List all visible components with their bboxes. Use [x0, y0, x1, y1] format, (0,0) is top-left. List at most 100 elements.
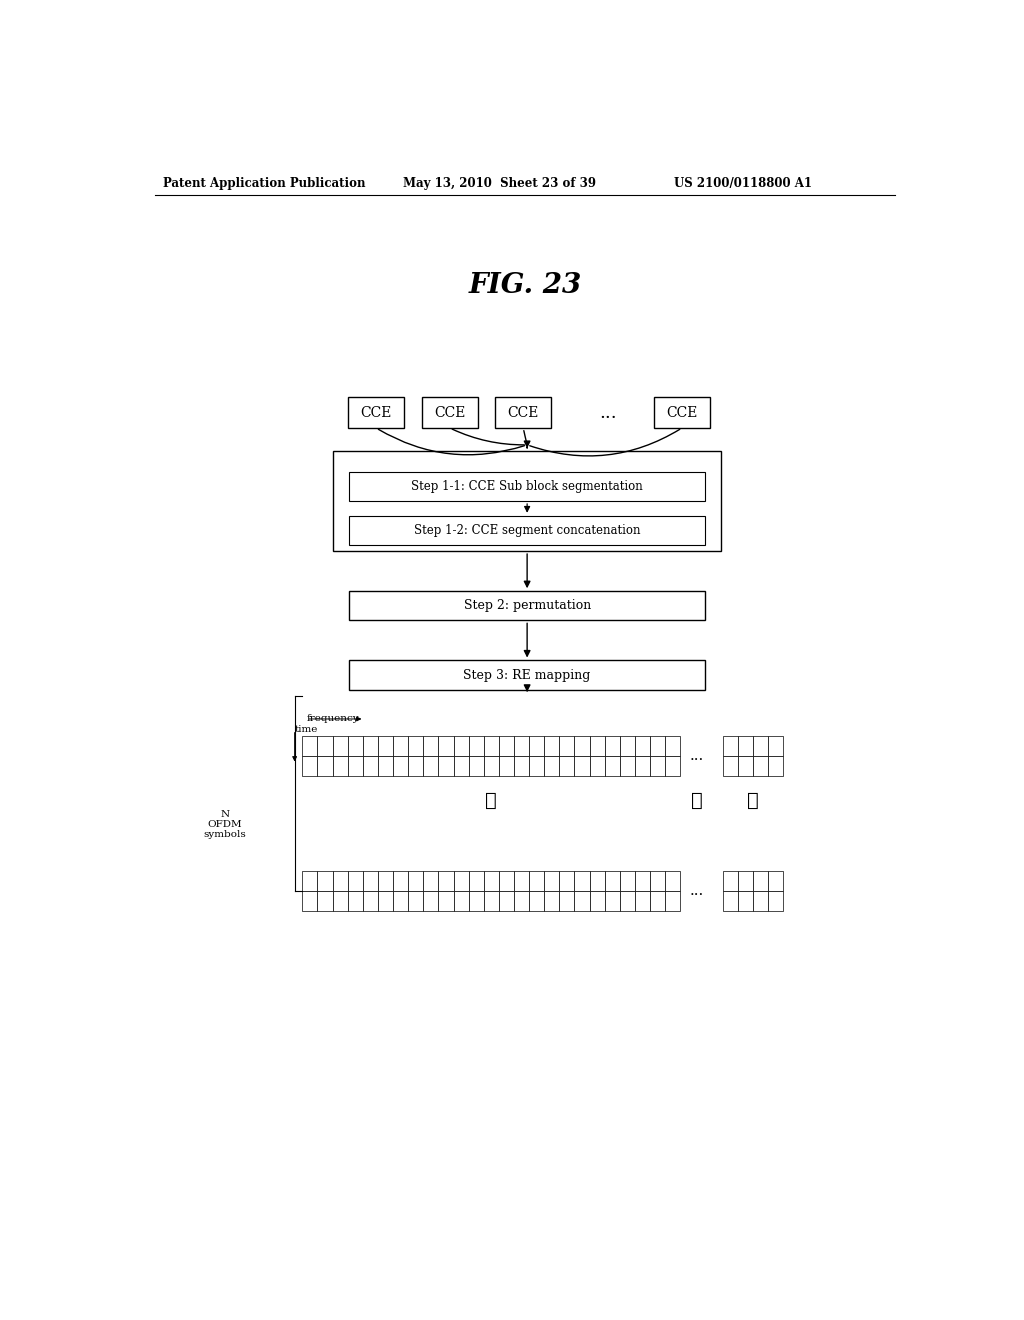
Bar: [604, 871, 620, 891]
Bar: [348, 737, 362, 756]
Bar: [317, 871, 333, 891]
Bar: [514, 871, 529, 891]
Text: N
OFDM
symbols: N OFDM symbols: [204, 809, 246, 840]
Bar: [768, 871, 783, 891]
Bar: [514, 737, 529, 756]
Bar: [738, 737, 753, 756]
Bar: [604, 756, 620, 776]
Bar: [333, 871, 348, 891]
Bar: [393, 737, 409, 756]
Bar: [544, 871, 559, 891]
Bar: [469, 756, 483, 776]
Bar: [514, 756, 529, 776]
Bar: [650, 871, 665, 891]
Bar: [423, 756, 438, 776]
Bar: [302, 756, 317, 776]
Bar: [738, 871, 753, 891]
Text: Step 1-2: CCE segment concatenation: Step 1-2: CCE segment concatenation: [414, 524, 640, 537]
Bar: [333, 891, 348, 911]
Text: ...: ...: [600, 404, 617, 421]
Bar: [334, 451, 721, 552]
Bar: [665, 871, 680, 891]
Bar: [348, 871, 362, 891]
Bar: [349, 591, 706, 620]
Bar: [559, 756, 574, 776]
Bar: [529, 871, 544, 891]
Bar: [544, 891, 559, 911]
Bar: [723, 737, 738, 756]
Bar: [635, 737, 650, 756]
Bar: [302, 871, 317, 891]
Bar: [753, 756, 768, 776]
Bar: [723, 871, 738, 891]
Bar: [483, 871, 499, 891]
Bar: [438, 756, 454, 776]
Bar: [348, 891, 362, 911]
Bar: [499, 871, 514, 891]
Bar: [738, 756, 753, 776]
Bar: [574, 871, 590, 891]
Bar: [574, 891, 590, 911]
Bar: [559, 891, 574, 911]
Bar: [514, 891, 529, 911]
Bar: [590, 737, 604, 756]
Bar: [378, 871, 393, 891]
Bar: [496, 397, 551, 428]
Bar: [635, 756, 650, 776]
Bar: [348, 756, 362, 776]
Bar: [483, 756, 499, 776]
Bar: [604, 891, 620, 911]
Bar: [753, 737, 768, 756]
Bar: [409, 891, 423, 911]
Bar: [665, 891, 680, 911]
Bar: [499, 737, 514, 756]
Text: ⋮: ⋮: [485, 792, 498, 810]
Bar: [362, 756, 378, 776]
Bar: [454, 871, 469, 891]
Bar: [362, 871, 378, 891]
Text: FIG. 23: FIG. 23: [468, 272, 582, 298]
Bar: [349, 516, 706, 545]
Bar: [620, 756, 635, 776]
Bar: [438, 737, 454, 756]
Bar: [423, 737, 438, 756]
Bar: [349, 471, 706, 502]
Bar: [768, 756, 783, 776]
Bar: [483, 891, 499, 911]
Bar: [544, 737, 559, 756]
Bar: [723, 756, 738, 776]
Bar: [423, 871, 438, 891]
Bar: [499, 891, 514, 911]
Text: ...: ...: [690, 883, 705, 898]
Bar: [409, 756, 423, 776]
Text: May 13, 2010  Sheet 23 of 39: May 13, 2010 Sheet 23 of 39: [403, 177, 596, 190]
Bar: [362, 891, 378, 911]
Bar: [665, 756, 680, 776]
Bar: [317, 891, 333, 911]
Bar: [635, 891, 650, 911]
Bar: [529, 737, 544, 756]
Text: ...: ...: [690, 748, 705, 763]
Bar: [753, 871, 768, 891]
Bar: [423, 891, 438, 911]
Bar: [590, 756, 604, 776]
Bar: [409, 871, 423, 891]
Bar: [469, 891, 483, 911]
Text: US 2100/0118800 A1: US 2100/0118800 A1: [675, 177, 812, 190]
Text: Step 3: RE mapping: Step 3: RE mapping: [464, 668, 591, 681]
Bar: [738, 891, 753, 911]
Text: CCE: CCE: [434, 405, 465, 420]
Bar: [317, 756, 333, 776]
Bar: [574, 737, 590, 756]
Bar: [317, 737, 333, 756]
Text: ⋮: ⋮: [691, 792, 703, 810]
Bar: [393, 891, 409, 911]
Bar: [469, 737, 483, 756]
Bar: [529, 756, 544, 776]
Bar: [768, 737, 783, 756]
Bar: [499, 756, 514, 776]
Bar: [438, 871, 454, 891]
Bar: [393, 871, 409, 891]
Bar: [483, 737, 499, 756]
Bar: [650, 756, 665, 776]
